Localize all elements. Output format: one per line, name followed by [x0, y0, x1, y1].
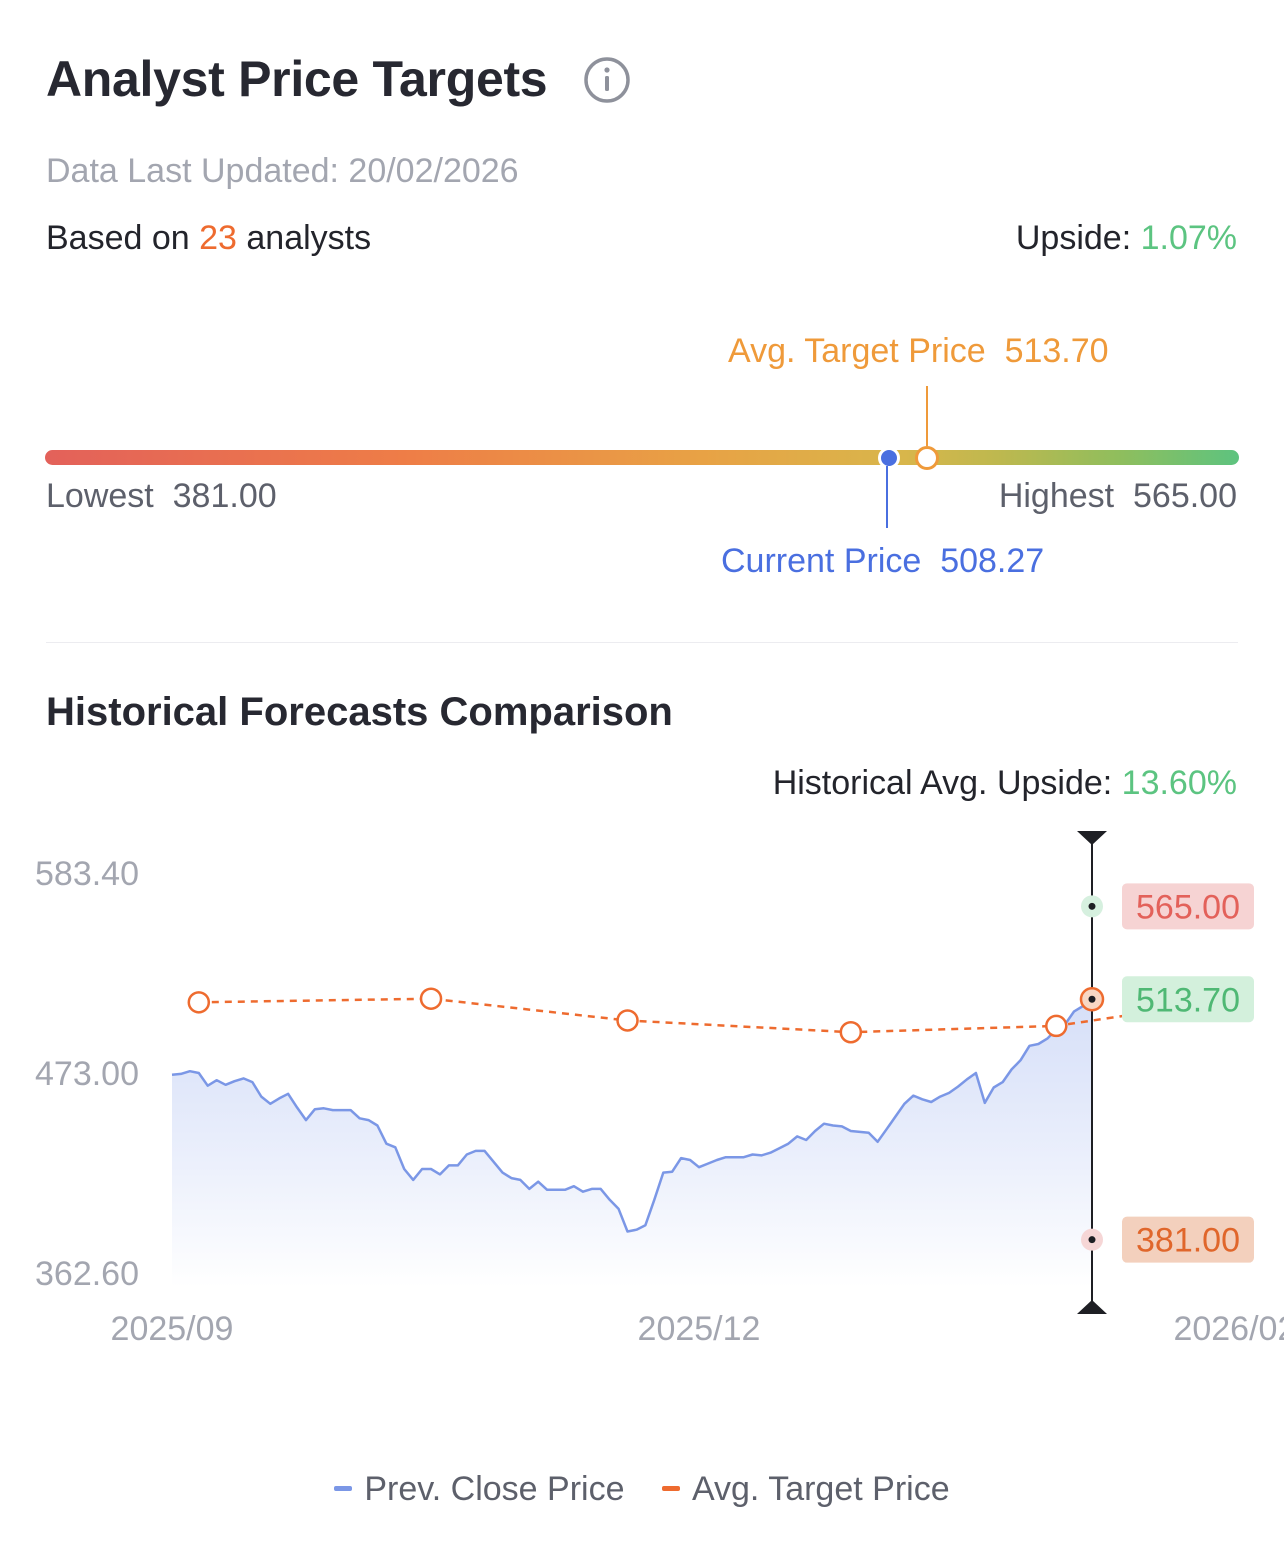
avg-target-point: [1045, 1014, 1068, 1038]
based-on-suffix: analysts: [236, 219, 372, 257]
avg-target-value: 513.70: [1004, 332, 1109, 370]
section-divider: [46, 642, 1238, 643]
crosshair-low-dot: [1088, 1236, 1096, 1244]
highest-target: Highest 565.00: [999, 477, 1237, 516]
lowest-value: 381.00: [172, 477, 277, 515]
avg-target-point: [616, 1009, 639, 1032]
last-updated-text: Data Last Updated: 20/02/2026: [46, 152, 519, 190]
upside-text: Upside: 1.07%: [1016, 219, 1237, 258]
legend-avg-target[interactable]: Avg. Target Price: [661, 1470, 950, 1509]
y-tick-label: 473.00: [35, 1055, 139, 1093]
crosshair-avg-label: 513.70: [1136, 981, 1240, 1019]
avg-target-point: [187, 991, 211, 1014]
lowest-target: Lowest 381.00: [46, 477, 277, 516]
lowest-label: Lowest: [46, 477, 154, 515]
crosshair-avg-dot: [1088, 995, 1096, 1003]
crosshair-top-arrow: [1077, 831, 1107, 845]
crosshair-bottom-arrow: [1077, 1300, 1107, 1314]
chart-legend: Prev. Close Price Avg. Target Price: [0, 1470, 1284, 1509]
avg-target-point: [419, 987, 443, 1010]
current-price-label: Current Price 508.27: [721, 542, 1044, 581]
historical-upside-value: 13.60%: [1121, 764, 1237, 802]
historical-title: Historical Forecasts Comparison: [46, 690, 673, 734]
crosshair-low-label: 381.00: [1136, 1222, 1240, 1260]
crosshair-high-dot: [1088, 902, 1096, 910]
avg-target-label: Avg. Target Price 513.70: [728, 332, 1109, 371]
legend-prev-close[interactable]: Prev. Close Price: [334, 1470, 625, 1509]
x-axis: 2025/09 2025/12 2026/02: [111, 1310, 1284, 1348]
current-price-label-text: Current Price: [721, 542, 922, 580]
legend-prev-close-swatch: [334, 1485, 353, 1491]
avg-target-point: [839, 1020, 863, 1044]
crosshair-avg-label-bg: [1122, 976, 1254, 1023]
upside-label: Upside:: [1015, 219, 1141, 257]
current-price-value: 508.27: [940, 542, 1045, 580]
info-icon[interactable]: [583, 56, 631, 104]
current-price-stem: [886, 466, 888, 528]
legend-prev-close-label: Prev. Close Price: [364, 1470, 625, 1508]
crosshair-high-label: 565.00: [1136, 888, 1240, 926]
y-tick-label: 362.60: [35, 1255, 139, 1293]
highest-value: 565.00: [1133, 477, 1237, 515]
prev-close-line: [171, 997, 1093, 1233]
avg-target-marker: [915, 446, 939, 470]
current-price-marker: [878, 447, 900, 469]
legend-avg-target-label: Avg. Target Price: [691, 1470, 950, 1508]
avg-target-line: [198, 997, 1236, 1034]
historical-forecast-chart[interactable]: 583.40 473.00 362.60 2025/09 2025/12 2026/02…: [0, 820, 1284, 1360]
avg-target-stem: [926, 386, 928, 446]
x-tick-label: 2026/02: [1173, 1310, 1284, 1348]
historical-upside-label: Historical Avg. Upside:: [772, 764, 1122, 802]
analyst-count-text: Based on 23 analysts: [46, 219, 371, 258]
x-tick-label: 2025/09: [111, 1310, 234, 1348]
based-on-prefix: Based on: [46, 219, 200, 257]
upside-value: 1.07%: [1140, 219, 1237, 257]
avg-target-label-text: Avg. Target Price: [728, 332, 986, 370]
crosshair-low-label-bg: [1122, 1216, 1254, 1263]
analyst-count: 23: [199, 219, 237, 257]
x-tick-label: 2025/12: [638, 1310, 761, 1348]
highest-label: Highest: [998, 477, 1115, 515]
price-range-bar: [45, 450, 1239, 465]
y-tick-label: 583.40: [35, 855, 139, 893]
page-title: Analyst Price Targets: [46, 51, 548, 107]
y-axis: 583.40 473.00 362.60: [35, 855, 139, 1293]
historical-upside-text: Historical Avg. Upside: 13.60%: [773, 764, 1237, 803]
crosshair-high-label-bg: [1122, 883, 1254, 930]
crosshair: 565.00 513.70 381.00: [1077, 831, 1254, 1314]
legend-avg-target-swatch: [661, 1485, 680, 1491]
prev-close-area: [172, 998, 1092, 1287]
